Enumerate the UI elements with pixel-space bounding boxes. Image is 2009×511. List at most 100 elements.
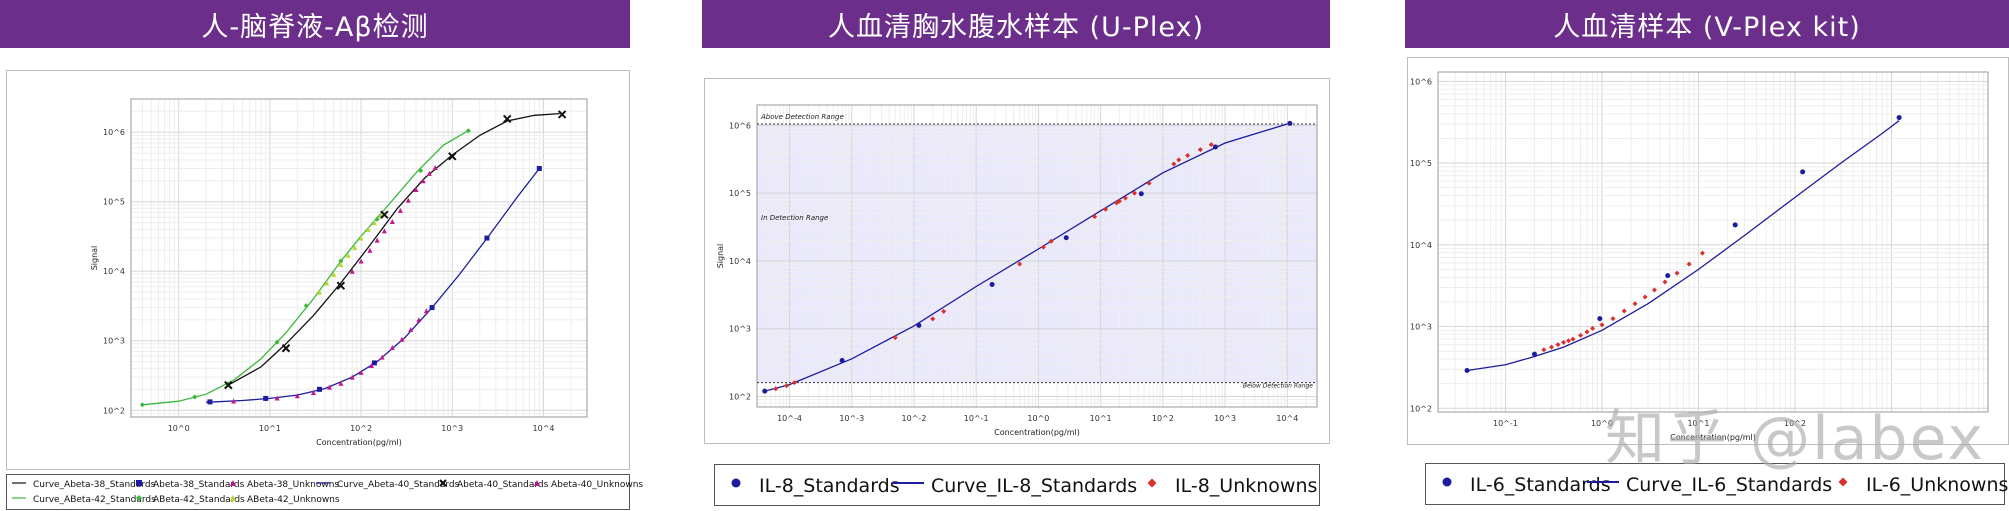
point-Abeta-38_Standards (536, 166, 542, 172)
point-IL-6_Unknowns (1621, 308, 1627, 314)
point-IL-6_Unknowns (1590, 325, 1596, 331)
legend-marker (1442, 477, 1452, 487)
point-IL-8_Standards (989, 281, 995, 287)
legend-label: ABeta-42_Standards (153, 494, 245, 505)
point-IL-8_Unknowns (1197, 147, 1203, 153)
point-ABeta-42_Unknowns (324, 280, 330, 286)
point-IL-6_Standards (1732, 222, 1738, 228)
point-Abeta-40_Unknowns (405, 197, 411, 203)
point-IL-6_Unknowns (1578, 332, 1584, 338)
legend-symbol-icon (1826, 473, 1860, 496)
y-tick-label: 10^4 (103, 267, 125, 276)
y-tick-label: 10^2 (103, 406, 125, 415)
point-IL-8_Standards (1287, 120, 1293, 126)
point-Abeta-40_Unknowns (413, 186, 419, 192)
legend-label: Curve_ABeta-42_Standards (33, 494, 156, 505)
grid (130, 98, 588, 418)
x-tick-label: 10^1 (1090, 414, 1112, 423)
point-ABeta-42_Unknowns (317, 289, 323, 295)
point-Abeta-40_Standards (336, 281, 346, 290)
legend-swatch (316, 482, 330, 484)
point-ABeta-42_Unknowns (371, 220, 377, 226)
point-IL-8_Unknowns (1208, 142, 1214, 148)
point-ABeta-42_Unknowns (338, 261, 344, 267)
legend-symbol-icon (529, 478, 545, 491)
x-stroke (380, 210, 389, 219)
point-Abeta-38_Unknowns (294, 393, 300, 399)
point-ABeta-42_Standards (139, 402, 145, 408)
point-IL-6_Standards (1464, 367, 1470, 373)
point-Abeta-38_Unknowns (358, 369, 364, 375)
watermark: 知乎 @labex (1605, 404, 1985, 474)
legend-label: Abeta-40_Standards (457, 479, 549, 490)
x-stroke (281, 344, 291, 353)
x-tick-label: 10^2 (1152, 414, 1174, 423)
point-Abeta-38_Unknowns (423, 308, 429, 314)
legend-swatch (230, 495, 236, 501)
point-ABeta-42_Standards (418, 168, 424, 174)
point-ABeta-42_Standards (374, 216, 380, 222)
plot-area-border (130, 98, 588, 418)
x-stroke (502, 114, 512, 124)
panel-il8: 人血清胸水腹水样本 (U-Plex) Above Detection Range… (702, 0, 1330, 511)
y-tick-label: 10^2 (729, 393, 751, 402)
point-ABeta-42_Unknowns (345, 252, 351, 258)
y-tick-label: 10^6 (729, 121, 751, 130)
point-IL-8_Unknowns (1092, 214, 1098, 220)
legend-symbol-icon (315, 478, 331, 491)
x-tick-label: 10^2 (350, 424, 372, 433)
point-IL-8_Unknowns (1048, 238, 1054, 244)
y-tick-label: 10^2 (1410, 404, 1432, 413)
point-Abeta-40_Standards (448, 152, 457, 161)
point-ABeta-42_Unknowns (365, 226, 371, 232)
legend-item: IL-6_Standards (1430, 473, 1611, 496)
point-IL-8_Unknowns (1116, 198, 1122, 204)
point-Abeta-38_Unknowns (349, 374, 355, 380)
plot-frame: 10^-1 10^0 10^1 10^2 10^2 10^3 10^4 10^5 10^6 Con… (1397, 57, 2009, 445)
point-IL-8_Standards (1063, 235, 1069, 241)
legend-swatch (534, 480, 540, 486)
point-Abeta-40_Standards (380, 210, 389, 219)
legend-label: Curve_IL-6_Standards (1626, 473, 1833, 496)
x-stroke (557, 110, 567, 119)
legend-marker (731, 478, 741, 488)
legend-swatch (136, 495, 142, 501)
legend-label: Abeta-38_Unknowns (247, 479, 340, 490)
point-Abeta-38_Standards (317, 386, 323, 392)
point-Abeta-40_Unknowns (381, 228, 387, 234)
point-Abeta-40_Unknowns (432, 165, 438, 171)
x-tick-label: 10^4 (532, 424, 554, 433)
x-tick-label: 10^0 (1027, 414, 1049, 423)
annotation-below-range: Below Detection Range (1243, 383, 1313, 390)
point-IL-8_Unknowns (1122, 195, 1128, 201)
legend-label: IL-6_Unknowns (1866, 473, 2009, 496)
point-Abeta-40_Unknowns (367, 247, 373, 253)
y-tick-label: 10^3 (729, 325, 751, 334)
annotation-in-range: In Detection Range (761, 214, 828, 222)
legend-item: ABeta-42_Standards (131, 493, 245, 506)
point-IL-6_Unknowns (1651, 287, 1657, 293)
point-ABeta-42_Standards (465, 128, 471, 134)
legend-swatch (439, 479, 447, 487)
plot-frame: 10^0 10^1 10^2 10^3 10^4 10^2 10^3 10^4 10^5 10^6… (6, 70, 630, 470)
point-IL-8_Standards (1138, 191, 1144, 197)
legend-label: Curve_IL-8_Standards (931, 474, 1138, 497)
curve-Curve_IL-6_Standards (1467, 120, 1900, 372)
legend-symbol-icon (719, 474, 753, 497)
point-ABeta-42_Standards (338, 258, 344, 264)
point-IL-8_Standards (1212, 144, 1218, 150)
y-tick-label: 10^6 (103, 128, 125, 137)
point-Abeta-38_Unknowns (274, 395, 280, 401)
legend-swatch (892, 482, 924, 484)
legend-symbol-icon (225, 493, 241, 506)
legend-item: Curve_IL-8_Standards (891, 474, 1137, 497)
y-tick-label: 10^5 (103, 198, 125, 207)
x-tick-label: 10^-2 (902, 414, 927, 423)
point-ABeta-42_Standards (303, 303, 309, 309)
x-tick-label: 10^-1 (1493, 419, 1518, 428)
legend-swatch (230, 480, 236, 486)
point-IL-6_Unknowns (1599, 322, 1605, 328)
point-ABeta-42_Unknowns (352, 244, 358, 250)
point-Abeta-38_Standards (263, 395, 269, 401)
point-IL-8_Unknowns (773, 386, 779, 392)
